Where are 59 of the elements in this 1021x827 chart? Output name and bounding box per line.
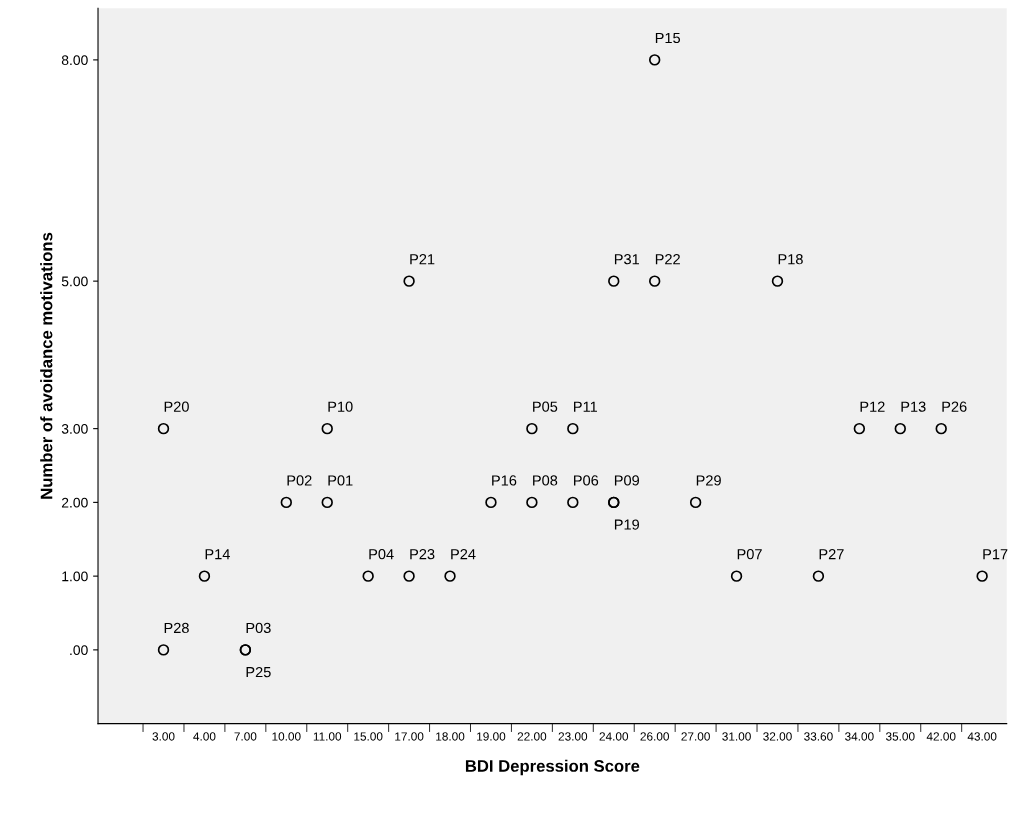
y-tick-label: 2.00 [61,497,88,508]
annotation: P13 [901,401,926,412]
y-tick-label: 5.00 [61,276,88,287]
annotation: P10 [328,401,353,412]
annotation: P21 [410,254,435,265]
annotation: P26 [942,401,967,412]
x-tick-label: 32.00 [763,732,792,741]
x-tick-label: 34.00 [845,732,874,741]
x-tick-label: 3.00 [152,732,175,741]
annotation: P01 [328,475,353,486]
annotation: P16 [492,475,517,486]
annotation: P06 [574,475,599,486]
x-axis-title: BDI Depression Score [465,759,640,776]
annotation: P17 [983,549,1008,560]
y-tick-label: 3.00 [61,423,88,434]
y-tick-label: 8.00 [61,55,88,66]
annotation: P24 [451,549,476,560]
annotation: P12 [860,401,885,412]
x-tick-label: 42.00 [926,732,956,741]
annotation: P29 [696,475,721,486]
annotation: P18 [778,254,803,265]
x-tick-label: 15.00 [354,732,383,741]
annotation: P02 [287,475,312,486]
annotation: P22 [655,254,680,265]
annotation: P09 [614,475,640,486]
x-tick-label: 33.60 [804,732,833,741]
y-tick-label: 1.00 [62,571,88,582]
y-axis-title: Number of avoidance motivations [40,232,53,499]
x-tick-label: 24.00 [599,732,629,741]
annotation: P05 [533,401,558,412]
x-tick-label: 4.00 [193,732,216,741]
annotation: P07 [737,549,762,560]
x-tick-label: 22.00 [517,732,547,741]
annotation: P15 [655,32,681,44]
annotation: P14 [205,549,230,560]
x-tick-label: 10.00 [272,732,301,741]
x-tick-label: 18.00 [436,732,465,741]
annotation: P23 [410,549,435,560]
annotation: P11 [574,401,597,412]
annotation: P19 [614,519,640,530]
x-tick-label: 26.00 [640,732,669,741]
x-tick-label: 27.00 [681,732,710,741]
x-tick-label: 35.00 [885,732,915,741]
annotation: P31 [614,254,639,265]
x-tick-label: 31.00 [722,732,751,741]
x-tick-label: 23.00 [558,732,588,741]
annotation: P20 [164,401,189,412]
annotation: P28 [164,622,189,634]
x-tick-label: 17.00 [395,732,424,741]
annotation: P27 [819,549,844,560]
x-tick-label: 7.00 [234,732,257,741]
annotation: P25 [246,666,271,678]
annotation: P08 [533,475,558,486]
annotation: P03 [246,622,271,634]
annotation: P04 [369,549,394,560]
x-tick-label: 19.00 [477,732,506,741]
y-tick-label: .00 [70,645,88,656]
x-tick-label: 43.00 [967,732,997,741]
x-tick-label: 11.00 [313,732,342,741]
